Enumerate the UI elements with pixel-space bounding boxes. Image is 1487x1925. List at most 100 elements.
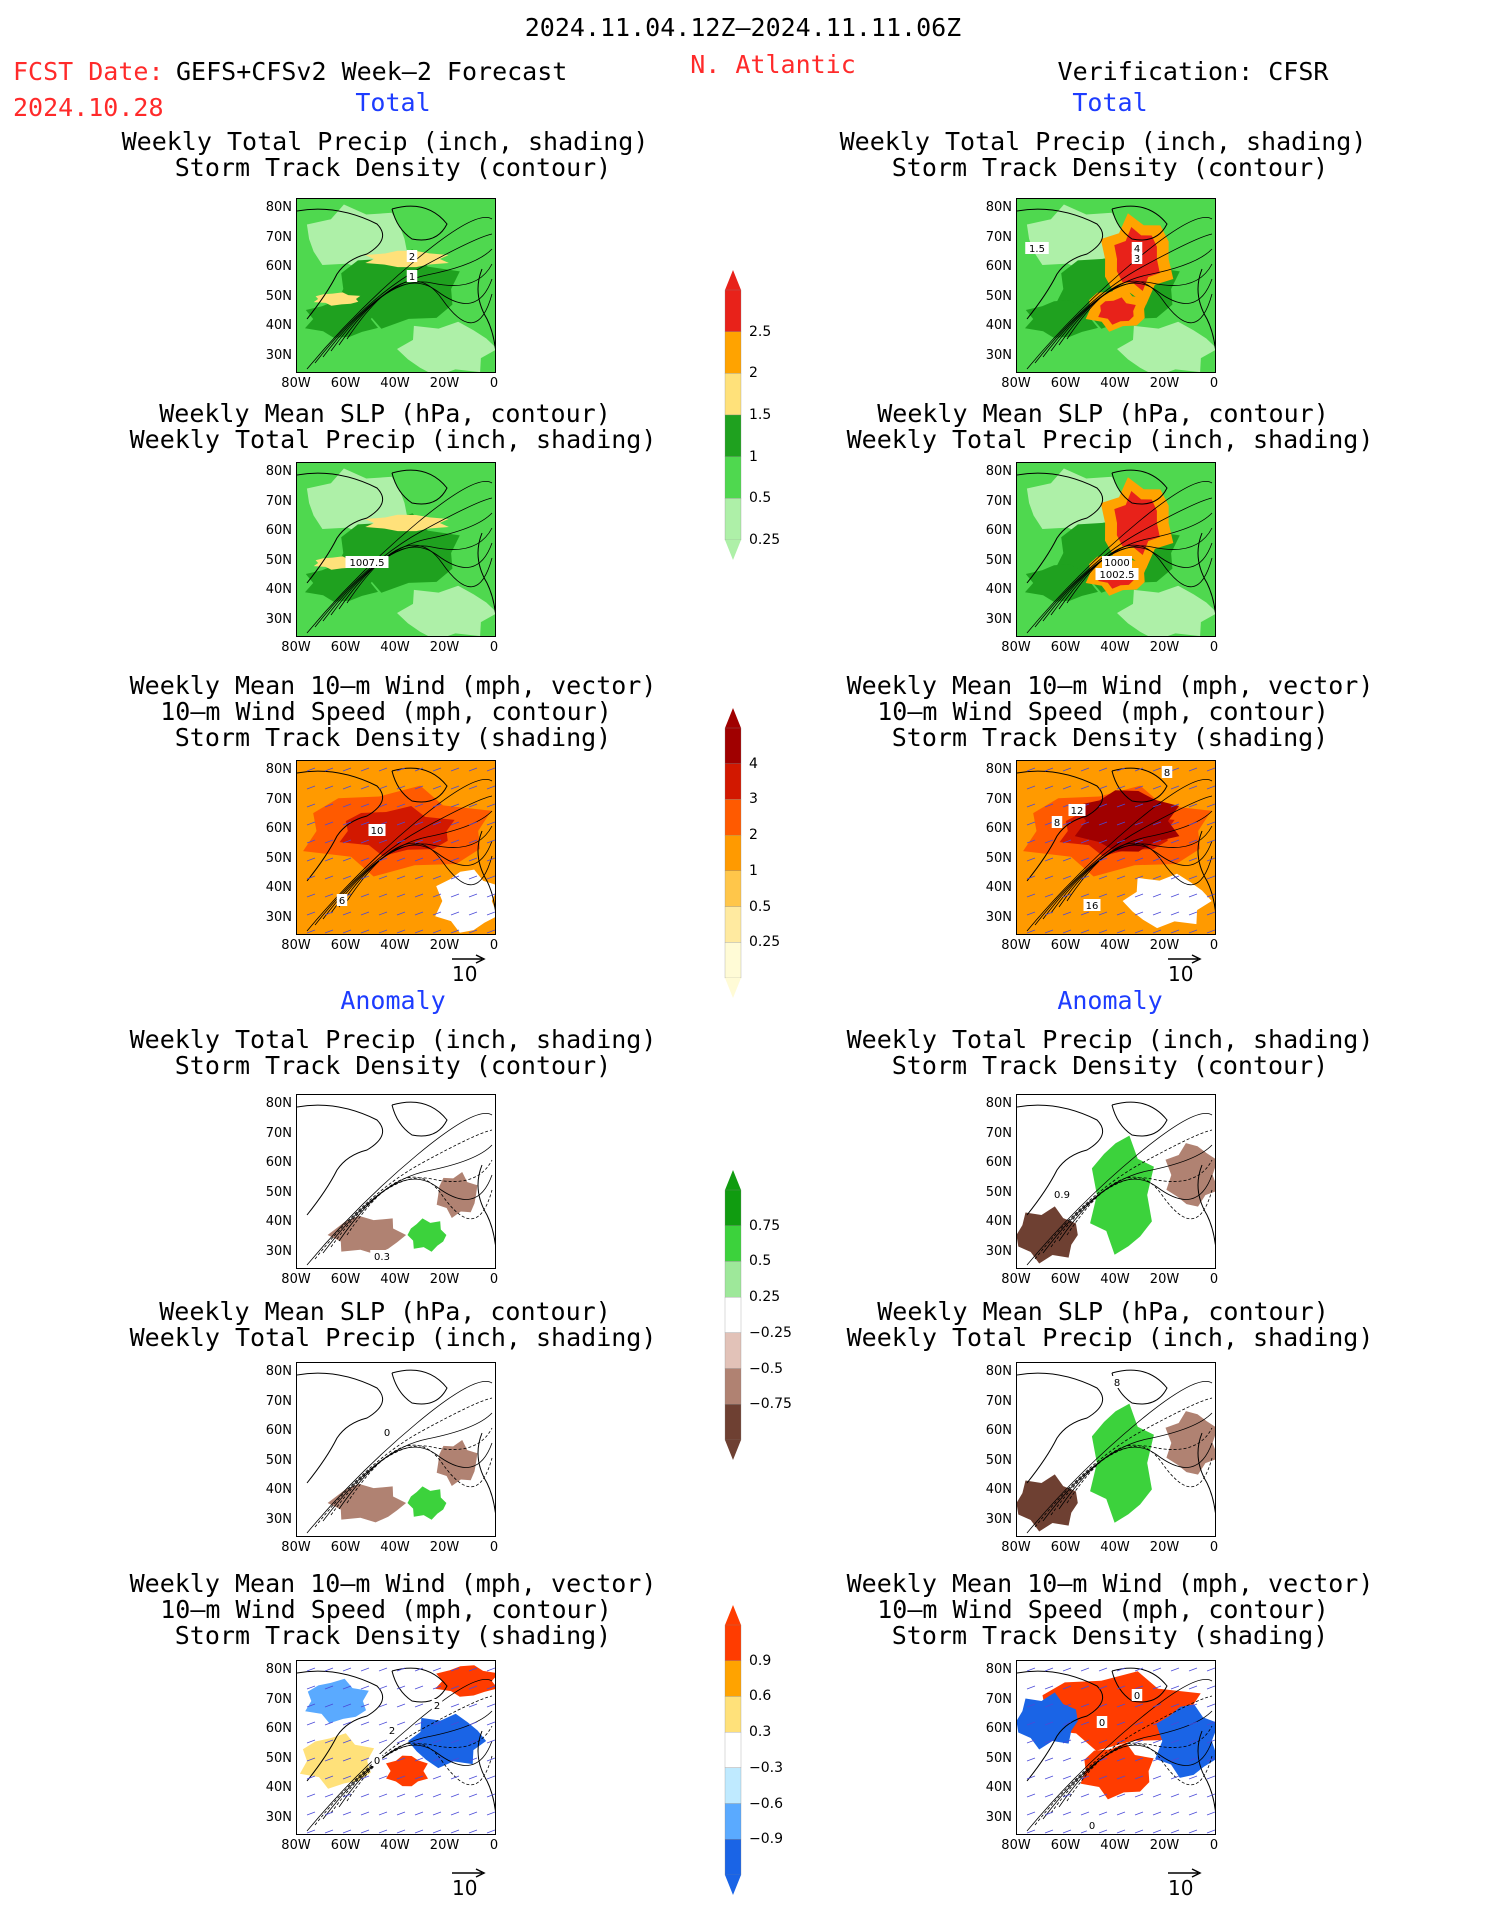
wind-vector	[1062, 1667, 1072, 1672]
wind-vector	[306, 857, 316, 862]
wind-vector	[486, 929, 495, 934]
lon-tick-label: 40W	[380, 1838, 410, 1853]
wind-vector	[432, 1811, 442, 1816]
wind-vector	[1206, 875, 1215, 880]
wind-vector	[1026, 767, 1036, 772]
svg-text:6: 6	[339, 896, 345, 907]
wind-vector	[468, 857, 478, 862]
wind-vector	[306, 1775, 316, 1780]
wind-vector	[1206, 1685, 1215, 1690]
lat-tick-label: 60N	[265, 523, 292, 538]
wind-vector	[1098, 1739, 1108, 1744]
contour-line	[330, 1725, 493, 1814]
wind-vector	[1206, 1739, 1215, 1744]
wind-vector	[450, 821, 460, 826]
map-canvas: 0	[297, 1363, 495, 1536]
shade-brown	[1017, 1206, 1078, 1264]
wind-vector	[414, 911, 424, 916]
wind-vector	[1026, 929, 1036, 934]
wind-vector	[1134, 785, 1144, 790]
map-canvas: 1007.5	[297, 463, 495, 636]
wind-vector	[1188, 911, 1198, 916]
lon-tick-label: 20W	[429, 1540, 460, 1555]
wind-vector	[1044, 857, 1054, 862]
wind-vector	[432, 1739, 442, 1744]
svg-text:3: 3	[1134, 254, 1140, 265]
wind-vector	[1188, 929, 1198, 934]
svg-text:8: 8	[1114, 1378, 1120, 1389]
wind-vector	[1098, 821, 1108, 826]
wind-vector	[1080, 839, 1090, 844]
wind-vector	[1080, 1703, 1090, 1708]
wind-vector	[414, 1703, 424, 1708]
colorbar-label: −0.6	[749, 1795, 783, 1812]
wind-vector	[1080, 1739, 1090, 1744]
contour-label: 6	[336, 894, 348, 907]
wind-vector	[414, 875, 424, 880]
wind-vector	[1044, 1721, 1054, 1726]
contour-line	[346, 1444, 493, 1504]
wind-vector	[414, 1757, 424, 1762]
colorbar-swatch	[724, 1368, 742, 1405]
wind-vector	[432, 785, 442, 790]
lat-tick-label: 70N	[265, 1125, 292, 1141]
wind-vector	[414, 803, 424, 808]
lat-tick-label: 70N	[265, 493, 292, 509]
shade-green	[407, 1486, 447, 1520]
shade-blue	[1017, 1692, 1078, 1750]
wind-vector	[1044, 803, 1054, 808]
colorbar-anom-precip	[723, 1170, 743, 1460]
lon-tick-label: 20W	[1149, 376, 1180, 391]
wind-vector	[432, 893, 442, 898]
shade-white	[435, 869, 495, 933]
lon-tick-label: 60W	[1050, 1540, 1081, 1555]
title-fc-slp-2: Weekly Total Precip (inch, shading)	[129, 425, 657, 454]
wind-vector	[1116, 1739, 1126, 1744]
wind-vector	[1080, 821, 1090, 826]
wind-vector	[306, 1757, 316, 1762]
wind-vector	[1152, 893, 1162, 898]
title-obs-wind-1: Weekly Mean 10–m Wind (mph, vector)	[846, 671, 1374, 700]
contour-label: 8	[1111, 1376, 1123, 1389]
wind-vector	[486, 911, 495, 916]
contour-line	[1042, 512, 1213, 622]
contour-line	[330, 527, 493, 616]
lat-tick-label: 50N	[985, 288, 1012, 304]
shade-light	[1117, 585, 1215, 636]
wind-vector	[360, 911, 370, 916]
lon-tick-label: 60W	[330, 376, 361, 391]
wind-vector	[1026, 857, 1036, 862]
wind-vector	[1062, 929, 1072, 934]
wind-vector	[342, 1793, 352, 1798]
wind-vector	[1062, 767, 1072, 772]
wind-vector	[396, 803, 406, 808]
wind-vector	[342, 929, 352, 934]
vector-ref-fc-total: 10	[452, 954, 486, 986]
lat-tick-label: 70N	[265, 791, 292, 807]
wind-vector	[468, 1793, 478, 1798]
wind-vector	[306, 821, 316, 826]
wind-vector	[432, 803, 442, 808]
wind-vector	[1026, 803, 1036, 808]
section-total-right: Total	[1072, 88, 1148, 117]
colorbar-label: 0.5	[749, 490, 772, 507]
wind-vector	[1134, 1667, 1144, 1672]
wind-vector	[1062, 821, 1072, 826]
title-fc-wind-anom-1: Weekly Mean 10–m Wind (mph, vector)	[129, 1569, 657, 1598]
contour-line	[1058, 278, 1213, 346]
lat-tick-label: 70N	[985, 1691, 1012, 1707]
lon-tick-label: 80W	[1001, 1540, 1031, 1555]
wind-vector	[1134, 911, 1144, 916]
wind-vector	[1134, 821, 1144, 826]
wind-vector	[450, 839, 460, 844]
wind-vector	[1134, 839, 1144, 844]
lat-tick-label: 40N	[265, 880, 292, 895]
wind-vector	[1134, 1757, 1144, 1762]
lat-tick-label: 50N	[265, 1184, 292, 1200]
wind-vector	[396, 1703, 406, 1708]
wind-vector	[468, 803, 478, 808]
colorbar-label: 2	[749, 827, 758, 844]
wind-vector	[1116, 1667, 1126, 1672]
wind-vector	[1098, 803, 1108, 808]
wind-vector	[1098, 1703, 1108, 1708]
